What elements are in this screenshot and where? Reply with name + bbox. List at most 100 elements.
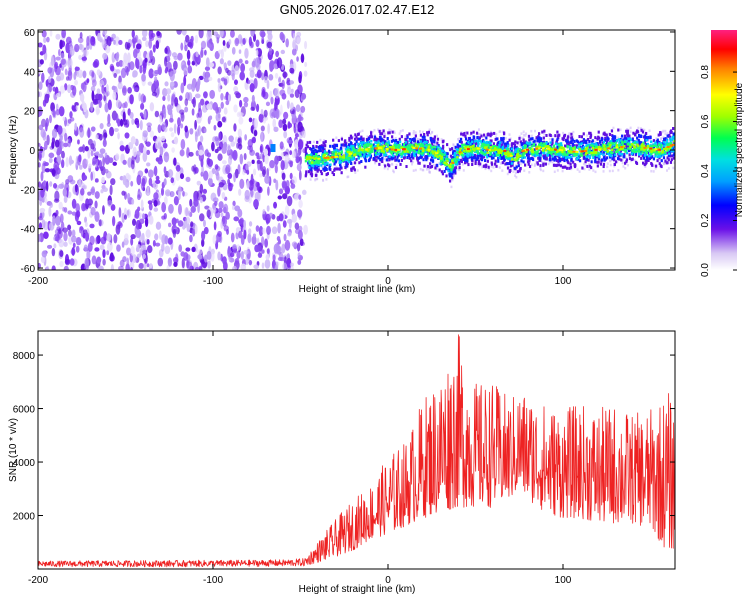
heatmap-noise-cell: [130, 180, 134, 187]
heatmap-band-cell: [436, 145, 439, 149]
heatmap-noise-cell: [109, 126, 115, 137]
heatmap-noise-cell: [251, 94, 255, 103]
heatmap-band-cell: [652, 139, 656, 143]
heatmap-noise-cell: [203, 226, 209, 235]
heatmap-band-cell: [669, 137, 672, 140]
heatmap-noise-cell: [276, 235, 281, 242]
heatmap-noise-cell: [231, 205, 235, 210]
heatmap-band-cell: [434, 146, 437, 149]
heatmap-noise-cell: [140, 199, 144, 209]
heatmap-band-cell: [510, 162, 514, 165]
heatmap-band-cell: [554, 157, 557, 161]
heatmap-noise-cell: [161, 243, 165, 252]
heatmap-noise-cell: [208, 76, 213, 82]
heatmap-band-cell: [604, 136, 607, 140]
heatmap-band-cell: [321, 161, 324, 165]
heatmap-band-cell: [347, 158, 351, 161]
heatmap-band-cell: [550, 142, 554, 146]
heatmap-band-cell: [623, 134, 627, 138]
heatmap-band-cell: [309, 172, 312, 176]
heatmap-noise-cell: [105, 45, 111, 54]
heatmap-noise-cell: [244, 60, 249, 65]
heatmap-halo-cell: [518, 135, 521, 138]
heatmap-band-cell: [649, 140, 653, 143]
heatmap-band-cell: [326, 162, 329, 165]
heatmap-band-cell: [495, 164, 498, 168]
heatmap-band-cell: [573, 139, 576, 143]
heatmap-noise-cell: [230, 140, 236, 147]
heatmap-band-cell: [625, 141, 628, 145]
heatmap-halo-cell: [593, 140, 596, 143]
heatmap-band-cell: [585, 141, 588, 145]
heatmap-noise-cell: [140, 103, 145, 110]
heatmap-noise-cell: [234, 258, 240, 265]
heatmap-band-cell: [419, 140, 422, 143]
heatmap-band-cell: [546, 152, 549, 155]
heatmap-halo-cell: [373, 128, 376, 132]
heatmap-band-cell: [513, 146, 516, 150]
heatmap-band-cell: [388, 150, 391, 153]
heatmap-band-cell: [641, 154, 644, 158]
heatmap-band-cell: [380, 132, 384, 136]
heatmap-halo-cell: [495, 133, 498, 136]
heatmap-band-cell: [619, 149, 622, 153]
heatmap-halo-cell: [412, 132, 415, 135]
heatmap-band-cell: [672, 126, 675, 130]
heatmap-noise-cell: [290, 102, 294, 111]
heatmap-band-cell: [413, 154, 416, 158]
heatmap-band-cell: [544, 157, 547, 161]
heatmap-noise-cell: [76, 220, 82, 226]
heatmap-noise-cell: [94, 247, 100, 252]
heatmap-band-cell: [673, 138, 675, 141]
heatmap-noise-cell: [164, 68, 168, 74]
heatmap-band-cell: [573, 163, 577, 167]
heatmap-band-cell: [514, 150, 517, 154]
heatmap-band-cell: [645, 157, 649, 161]
heatmap-band-cell: [637, 154, 641, 158]
heatmap-band-cell: [566, 137, 569, 141]
heatmap-halo-cell: [604, 134, 607, 138]
heatmap-noise-cell: [155, 242, 161, 247]
heatmap-band-cell: [373, 135, 376, 139]
heatmap-band-cell: [581, 166, 584, 170]
heatmap-halo-cell: [382, 155, 385, 158]
heatmap-noise-cell: [232, 248, 238, 254]
heatmap-noise-cell: [98, 265, 104, 270]
heatmap-noise-cell: [250, 106, 255, 111]
heatmap-band-cell: [431, 148, 434, 151]
heatmap-noise-cell: [38, 70, 41, 75]
heatmap-noise-cell: [87, 148, 91, 159]
heatmap-halo-cell: [462, 169, 465, 172]
heatmap-noise-cell: [94, 191, 100, 199]
heatmap-band-cell: [510, 147, 513, 151]
heatmap-band-cell: [386, 143, 389, 147]
heatmap-band-cell: [558, 133, 561, 137]
heatmap-band-cell: [585, 144, 588, 148]
heatmap-noise-cell: [38, 106, 43, 117]
heatmap-noise-cell: [231, 46, 236, 55]
heatmap-noise-cell: [230, 69, 236, 77]
heatmap-noise-cell: [225, 164, 231, 174]
heatmap-band-cell: [329, 144, 332, 148]
heatmap-noise-cell: [51, 248, 56, 257]
heatmap-noise-cell: [284, 239, 291, 251]
heatmap-noise-cell: [102, 30, 108, 36]
heatmap-band-cell: [310, 154, 314, 158]
heatmap-noise-cell: [280, 104, 283, 115]
heatmap-noise-cell: [238, 99, 243, 108]
heatmap-band-cell: [362, 155, 365, 158]
heatmap-band-cell: [599, 152, 602, 156]
heatmap-band-cell: [379, 139, 383, 143]
heatmap-noise-cell: [55, 215, 61, 226]
heatmap-band-cell: [589, 131, 592, 135]
heatmap-noise-cell: [217, 186, 221, 197]
heatmap-noise-cell: [90, 85, 96, 92]
heatmap-noise-cell: [149, 130, 155, 138]
heatmap-noise-cell: [253, 129, 258, 137]
heatmap-band-cell: [351, 146, 354, 149]
heatmap-band-cell: [513, 143, 517, 147]
heatmap-halo-cell: [519, 136, 522, 140]
heatmap-halo-cell: [346, 141, 349, 144]
heatmap-noise-cell: [283, 233, 287, 242]
heatmap-band-cell: [670, 154, 674, 158]
